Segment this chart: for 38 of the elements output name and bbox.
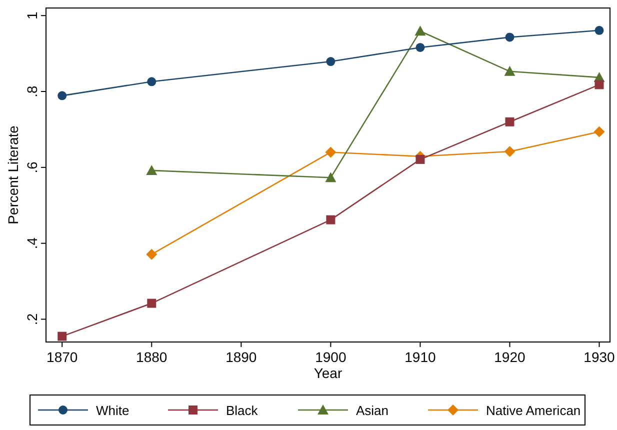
point: [505, 32, 514, 42]
point: [594, 80, 604, 90]
y-axis-title: Percent Literate: [5, 125, 21, 224]
y-tick-label: .6: [24, 161, 40, 174]
x-tick-label: 1910: [404, 349, 436, 365]
point: [146, 248, 158, 260]
x-tick-label: 1880: [136, 349, 168, 365]
point: [504, 66, 516, 76]
x-tick-label: 1890: [226, 349, 257, 365]
x-tick-label: 1870: [46, 349, 78, 365]
point: [326, 215, 336, 224]
x-axis-title: Year: [314, 365, 342, 381]
point: [146, 164, 158, 175]
point: [326, 57, 336, 66]
y-tick-label: .4: [24, 237, 40, 250]
point: [416, 42, 425, 52]
point: [594, 26, 604, 35]
point: [58, 91, 67, 100]
legend-label: Black: [226, 403, 258, 418]
legend-label: Native American: [486, 403, 581, 418]
y-tick-label: 1: [24, 11, 40, 20]
point: [416, 154, 425, 164]
point: [594, 126, 605, 138]
point: [147, 77, 156, 86]
legend-label: Asian: [356, 403, 389, 418]
point: [504, 146, 516, 157]
y-tick-label: .2: [24, 313, 40, 326]
y-tick-label: .8: [24, 85, 40, 98]
point: [58, 332, 67, 341]
point: [325, 146, 336, 158]
point: [414, 26, 426, 36]
x-tick-label: 1920: [494, 349, 526, 365]
point: [325, 172, 336, 182]
x-tick-label: 1900: [315, 349, 346, 365]
point: [147, 298, 156, 308]
point: [505, 117, 514, 126]
x-tick-label: 1930: [584, 349, 616, 365]
legend-label: White: [96, 403, 130, 418]
